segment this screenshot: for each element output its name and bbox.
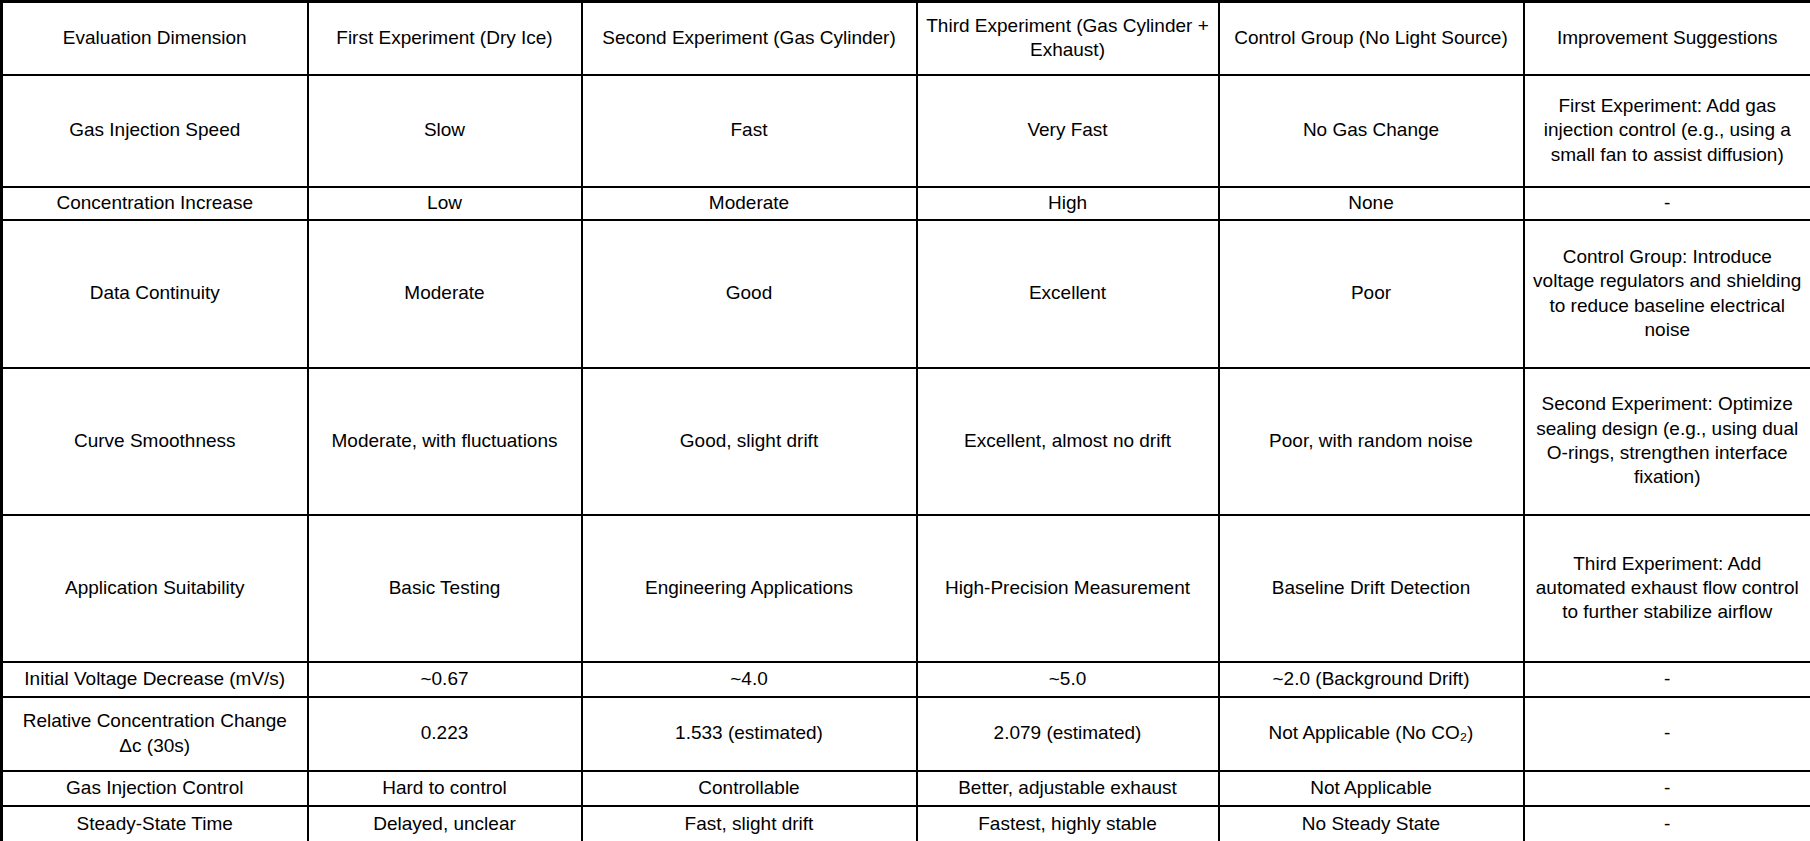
table-cell: No Steady State (1219, 806, 1524, 841)
evaluation-comparison-table: Evaluation Dimension First Experiment (D… (0, 0, 1810, 841)
table-cell: No Gas Change (1219, 75, 1524, 187)
table-cell: Very Fast (917, 75, 1219, 187)
table-row: Gas Injection Control Hard to control Co… (2, 771, 1810, 806)
table-cell: High-Precision Measurement (917, 515, 1219, 662)
table-cell: Fast, slight drift (582, 806, 917, 841)
table-row: Curve Smoothness Moderate, with fluctuat… (2, 368, 1810, 515)
table-cell: Slow (308, 75, 582, 187)
row-header-application-suitability: Application Suitability (2, 515, 308, 662)
column-header-control-group: Control Group (No Light Source) (1219, 2, 1524, 75)
row-header-curve-smoothness: Curve Smoothness (2, 368, 308, 515)
row-header-relative-concentration-change: Relative Concentration Change Δc (30s) (2, 697, 308, 771)
table-cell: Control Group: Introduce voltage regulat… (1524, 220, 1810, 368)
row-header-initial-voltage-decrease: Initial Voltage Decrease (mV/s) (2, 662, 308, 697)
table-cell: High (917, 187, 1219, 220)
column-header-third-experiment: Third Experiment (Gas Cylinder + Exhaust… (917, 2, 1219, 75)
row-header-gas-injection-speed: Gas Injection Speed (2, 75, 308, 187)
table-row: Data Continuity Moderate Good Excellent … (2, 220, 1810, 368)
column-header-second-experiment: Second Experiment (Gas Cylinder) (582, 2, 917, 75)
table-cell: None (1219, 187, 1524, 220)
table-cell: Excellent (917, 220, 1219, 368)
table-cell: - (1524, 697, 1810, 771)
table-cell: - (1524, 662, 1810, 697)
table-cell: Low (308, 187, 582, 220)
table-cell: Hard to control (308, 771, 582, 806)
table-cell: ~5.0 (917, 662, 1219, 697)
table-cell: Not Applicable (No CO₂) (1219, 697, 1524, 771)
table-cell: First Experiment: Add gas injection cont… (1524, 75, 1810, 187)
row-header-steady-state-time: Steady-State Time (2, 806, 308, 841)
column-header-improvement-suggestions: Improvement Suggestions (1524, 2, 1810, 75)
table-cell: Poor (1219, 220, 1524, 368)
table-cell: 1.533 (estimated) (582, 697, 917, 771)
table-cell: ~2.0 (Background Drift) (1219, 662, 1524, 697)
table-cell: - (1524, 806, 1810, 841)
table-cell: Poor, with random noise (1219, 368, 1524, 515)
table-cell: Third Experiment: Add automated exhaust … (1524, 515, 1810, 662)
table-cell: Excellent, almost no drift (917, 368, 1219, 515)
column-header-first-experiment: First Experiment (Dry Ice) (308, 2, 582, 75)
table-cell: Controllable (582, 771, 917, 806)
table-cell: Baseline Drift Detection (1219, 515, 1524, 662)
table-cell: Moderate, with fluctuations (308, 368, 582, 515)
table-cell: 0.223 (308, 697, 582, 771)
table-header-row: Evaluation Dimension First Experiment (D… (2, 2, 1810, 75)
table-cell: Fastest, highly stable (917, 806, 1219, 841)
table-cell: 2.079 (estimated) (917, 697, 1219, 771)
table-cell: Moderate (582, 187, 917, 220)
table-cell: ~4.0 (582, 662, 917, 697)
table-cell: - (1524, 771, 1810, 806)
table-cell: Delayed, unclear (308, 806, 582, 841)
table-cell: Not Applicable (1219, 771, 1524, 806)
table-row: Initial Voltage Decrease (mV/s) ~0.67 ~4… (2, 662, 1810, 697)
table-cell: Better, adjustable exhaust (917, 771, 1219, 806)
table-cell: Second Experiment: Optimize sealing desi… (1524, 368, 1810, 515)
table-row: Steady-State Time Delayed, unclear Fast,… (2, 806, 1810, 841)
table-cell: Moderate (308, 220, 582, 368)
row-header-data-continuity: Data Continuity (2, 220, 308, 368)
row-header-concentration-increase: Concentration Increase (2, 187, 308, 220)
table-cell: ~0.67 (308, 662, 582, 697)
table-cell: Fast (582, 75, 917, 187)
table-cell: Engineering Applications (582, 515, 917, 662)
table-row: Concentration Increase Low Moderate High… (2, 187, 1810, 220)
table-row: Application Suitability Basic Testing En… (2, 515, 1810, 662)
table-cell: - (1524, 187, 1810, 220)
table-cell: Good, slight drift (582, 368, 917, 515)
table-cell: Good (582, 220, 917, 368)
table-row: Gas Injection Speed Slow Fast Very Fast … (2, 75, 1810, 187)
column-header-evaluation-dimension: Evaluation Dimension (2, 2, 308, 75)
row-header-gas-injection-control: Gas Injection Control (2, 771, 308, 806)
table-cell: Basic Testing (308, 515, 582, 662)
table-row: Relative Concentration Change Δc (30s) 0… (2, 697, 1810, 771)
